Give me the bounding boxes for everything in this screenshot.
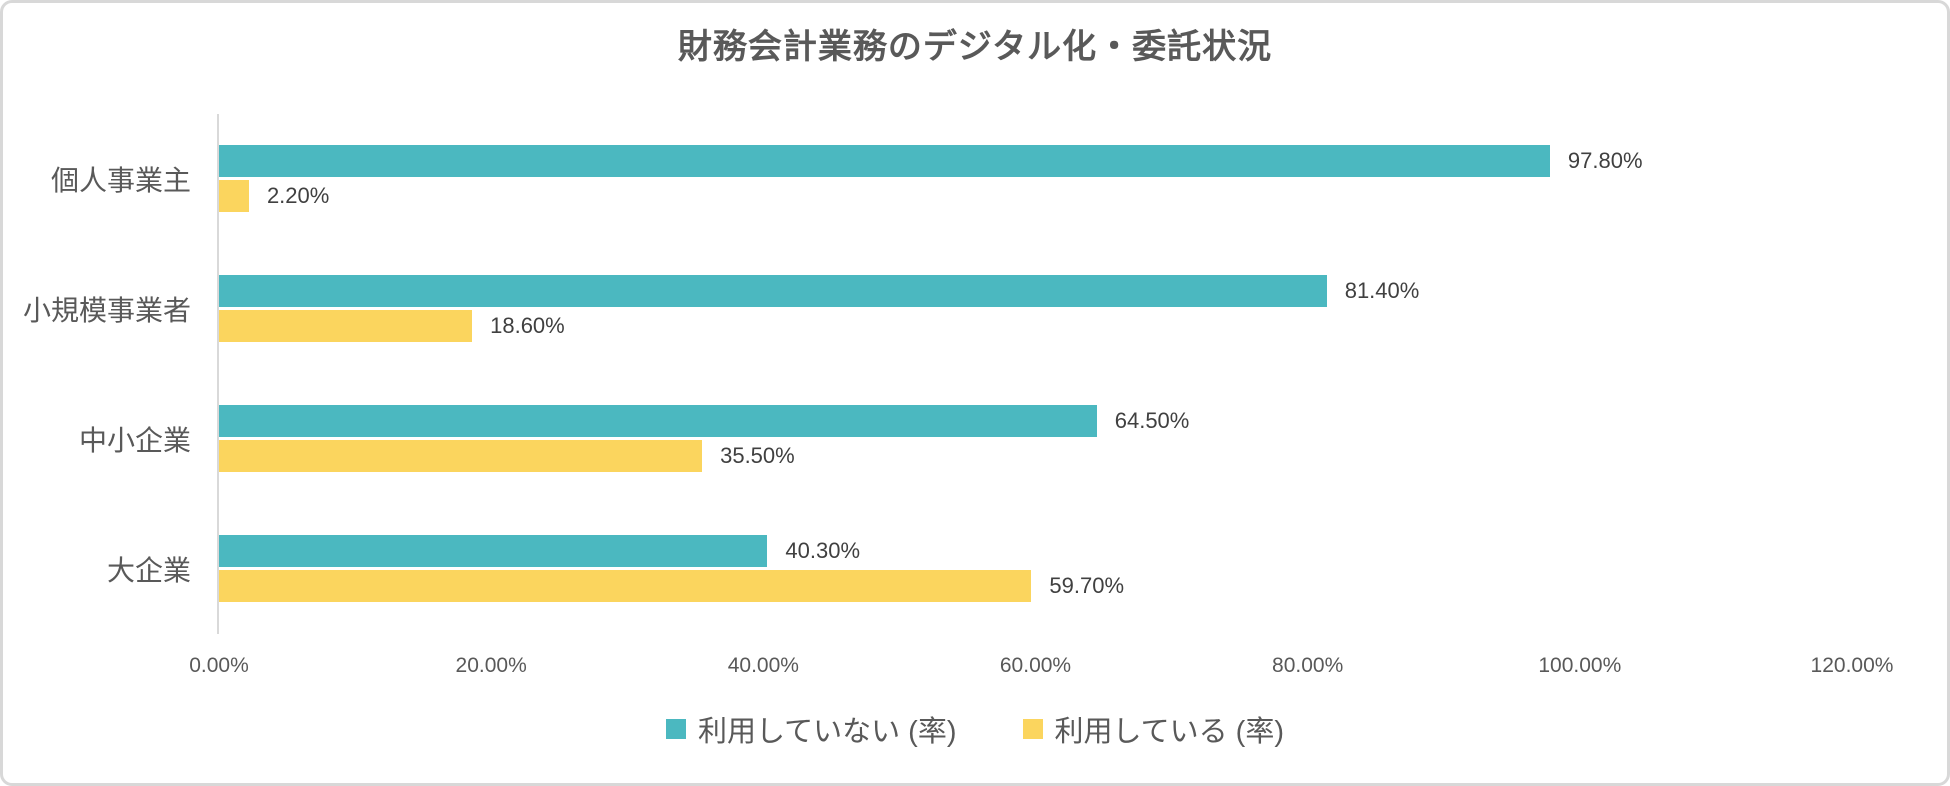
bar-line: 97.80%	[219, 145, 1852, 178]
bar-value-label: 59.70%	[1049, 573, 1125, 599]
bar-value-label: 81.40%	[1344, 278, 1420, 304]
category-bar-group: 40.30% 59.70%	[217, 503, 1852, 634]
legend-item-using: 利用している (率)	[1022, 708, 1285, 750]
bar-not-using	[219, 535, 768, 568]
bar-using	[219, 310, 473, 343]
x-tick-label: 40.00%	[727, 653, 799, 677]
bar-using	[219, 180, 249, 213]
x-tick-label: 60.00%	[999, 653, 1072, 677]
x-tick-label: 80.00%	[1272, 653, 1344, 677]
bar-line: 59.70%	[219, 570, 1852, 603]
bar-value-label: 2.20%	[266, 183, 330, 209]
bar-value-label: 97.80%	[1567, 148, 1643, 174]
chart-row: 中小企業 64.50% 35.50%	[3, 373, 1852, 504]
bar-value-label: 64.50%	[1114, 408, 1190, 434]
bar-using	[219, 440, 703, 473]
chart-row: 個人事業主 97.80% 2.20%	[3, 113, 1852, 244]
category-label: 小規模事業者	[22, 294, 191, 326]
bar-line: 40.30%	[219, 535, 1852, 568]
chart-row: 大企業 40.30% 59.70%	[3, 503, 1852, 634]
x-axis: 0.00% 20.00% 40.00% 60.00% 80.00% 100.00% 120.…	[189, 653, 1893, 684]
legend-label: 利用している (率)	[1054, 715, 1285, 748]
bar-not-using	[219, 405, 1097, 438]
bar-using	[219, 570, 1032, 603]
bar-value-label: 40.30%	[785, 538, 861, 564]
chart-title: 財務会計業務のデジタル化・委託状況	[677, 28, 1273, 66]
category-label: 個人事業主	[50, 164, 191, 196]
bar-not-using	[219, 145, 1550, 178]
bar-value-label: 18.60%	[490, 313, 565, 339]
bar-line: 18.60%	[219, 310, 1852, 343]
x-tick-label: 0.00%	[189, 653, 249, 677]
bar-value-label: 35.50%	[720, 443, 795, 469]
category-label: 中小企業	[78, 424, 191, 456]
legend-label: 利用していない (率)	[697, 715, 957, 748]
category-bar-group: 64.50% 35.50%	[217, 373, 1852, 504]
bar-not-using	[219, 275, 1327, 308]
bar-line: 2.20%	[219, 180, 1852, 213]
category-bar-group: 81.40% 18.60%	[217, 243, 1852, 374]
category-bar-group: 97.80% 2.20%	[217, 113, 1852, 244]
legend: 利用していない (率) 利用している (率)	[3, 708, 1947, 750]
legend-item-not-using: 利用していない (率)	[665, 708, 957, 750]
category-label: 大企業	[106, 554, 191, 586]
legend-swatch	[665, 718, 686, 739]
bar-chart: 個人事業主 97.80% 2.20% 小規模事業者 81.40% 18.60% 中小企業 64…	[3, 113, 1947, 684]
bar-line: 81.40%	[219, 275, 1852, 308]
legend-swatch	[1022, 718, 1043, 739]
plot-area: 個人事業主 97.80% 2.20% 小規模事業者 81.40% 18.60% 中小企業 64…	[3, 113, 1852, 634]
chart-row: 小規模事業者 81.40% 18.60%	[3, 243, 1852, 374]
bar-line: 64.50%	[219, 405, 1852, 438]
x-tick-label: 100.00%	[1538, 653, 1622, 677]
x-tick-label: 20.00%	[455, 653, 527, 677]
bar-line: 35.50%	[219, 440, 1852, 473]
x-tick-label: 120.00%	[1810, 653, 1894, 677]
